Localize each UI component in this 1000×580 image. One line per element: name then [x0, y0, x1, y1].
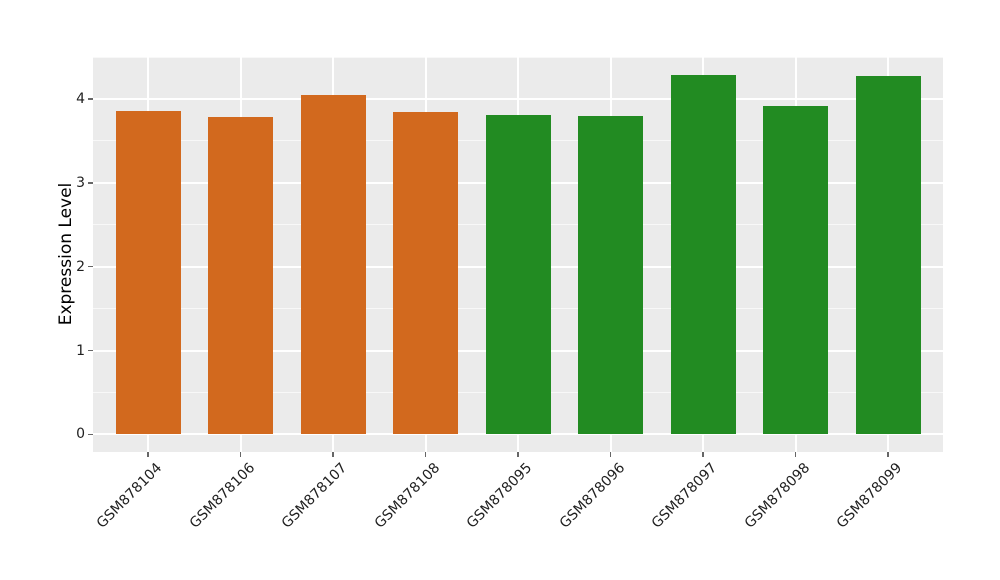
y-tick-mark: [88, 349, 93, 352]
y-tick-label: 4: [76, 90, 85, 107]
y-tick-label: 0: [76, 426, 85, 443]
bar: [115, 110, 181, 435]
y-tick-mark: [88, 265, 93, 268]
x-tick-mark: [794, 452, 797, 457]
x-tick-mark: [424, 452, 427, 457]
bar: [208, 116, 273, 435]
x-tick-mark: [702, 452, 704, 457]
x-tick-mark: [517, 452, 519, 457]
y-tick-label: 1: [76, 342, 85, 359]
x-tick-mark: [147, 452, 149, 457]
bar: [300, 94, 366, 435]
y-tick-label: 2: [76, 258, 85, 275]
y-tick-mark: [88, 182, 93, 184]
x-tick-mark: [332, 452, 334, 457]
bar: [485, 114, 551, 435]
bar: [578, 115, 643, 435]
x-tick-mark: [609, 452, 612, 457]
x-tick-mark: [887, 452, 889, 457]
bar: [670, 74, 736, 435]
bar: [855, 76, 921, 435]
y-tick-mark: [88, 433, 93, 436]
x-tick-mark: [239, 452, 242, 457]
y-tick-mark: [88, 98, 93, 100]
plot-panel: [93, 57, 943, 452]
y-tick-label: 3: [76, 174, 85, 191]
bar: [393, 112, 458, 435]
bar: [763, 106, 828, 435]
